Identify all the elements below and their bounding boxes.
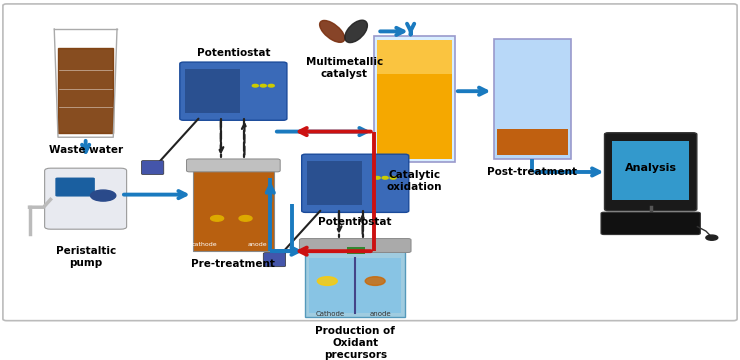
FancyBboxPatch shape	[3, 4, 737, 321]
Ellipse shape	[345, 20, 367, 42]
Text: Catalytic
oxidation: Catalytic oxidation	[386, 170, 442, 192]
FancyBboxPatch shape	[263, 253, 286, 267]
Circle shape	[374, 176, 380, 179]
Text: Pre-treatment: Pre-treatment	[192, 259, 275, 269]
Circle shape	[90, 190, 115, 201]
Circle shape	[260, 84, 266, 87]
Circle shape	[239, 216, 252, 221]
FancyBboxPatch shape	[306, 249, 405, 318]
FancyBboxPatch shape	[186, 69, 240, 113]
Text: cathode: cathode	[192, 242, 218, 247]
Text: Potentiostat: Potentiostat	[197, 48, 270, 58]
Text: Production of
Oxidant
precursors: Production of Oxidant precursors	[315, 327, 395, 360]
FancyBboxPatch shape	[494, 40, 571, 159]
Circle shape	[211, 216, 223, 221]
FancyBboxPatch shape	[307, 161, 362, 205]
FancyBboxPatch shape	[377, 40, 451, 74]
Text: Potentiostat: Potentiostat	[318, 217, 392, 226]
Circle shape	[382, 176, 389, 179]
FancyBboxPatch shape	[605, 133, 697, 211]
Circle shape	[390, 176, 396, 179]
Polygon shape	[58, 49, 113, 133]
FancyBboxPatch shape	[186, 159, 280, 172]
FancyBboxPatch shape	[613, 141, 689, 200]
Circle shape	[317, 277, 337, 285]
FancyBboxPatch shape	[56, 177, 95, 197]
FancyBboxPatch shape	[44, 168, 127, 229]
Text: anode: anode	[369, 311, 391, 316]
Text: Multimetallic
catalyst: Multimetallic catalyst	[306, 57, 383, 79]
Ellipse shape	[320, 21, 345, 42]
FancyBboxPatch shape	[180, 62, 287, 120]
FancyBboxPatch shape	[192, 169, 274, 251]
FancyBboxPatch shape	[374, 36, 455, 162]
Circle shape	[269, 84, 275, 87]
FancyBboxPatch shape	[309, 258, 401, 312]
Text: Waste water: Waste water	[49, 145, 123, 155]
FancyBboxPatch shape	[497, 129, 568, 156]
Circle shape	[252, 84, 258, 87]
Text: Cathode: Cathode	[316, 311, 345, 316]
FancyBboxPatch shape	[141, 161, 164, 175]
FancyBboxPatch shape	[377, 40, 451, 158]
Circle shape	[366, 277, 385, 285]
Text: Analysis: Analysis	[625, 163, 676, 174]
FancyBboxPatch shape	[347, 247, 366, 253]
Circle shape	[706, 235, 718, 240]
Text: anode: anode	[248, 242, 268, 247]
Text: Post-treatment: Post-treatment	[488, 167, 577, 177]
FancyBboxPatch shape	[300, 239, 411, 252]
FancyBboxPatch shape	[302, 154, 408, 212]
FancyBboxPatch shape	[601, 212, 700, 235]
Text: Peristaltic
pump: Peristaltic pump	[56, 246, 115, 268]
